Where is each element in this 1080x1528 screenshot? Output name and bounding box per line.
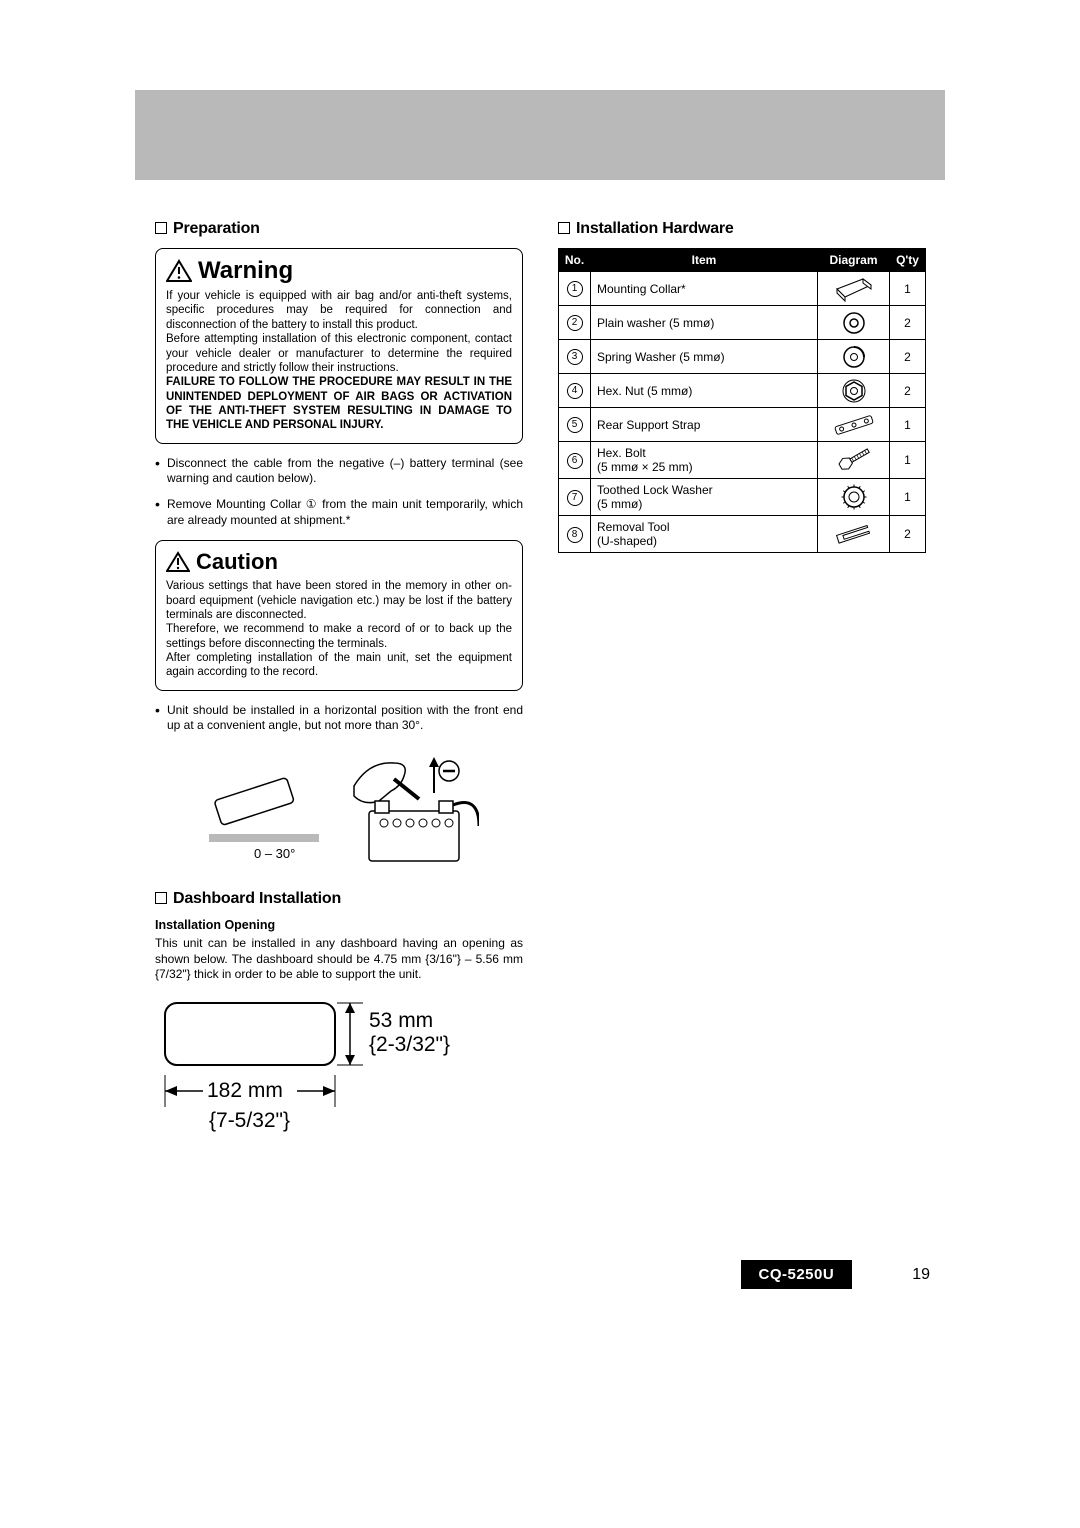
dim-h-mm: 53 mm xyxy=(369,1009,433,1032)
caution-triangle-icon xyxy=(166,551,190,573)
row-num: 7 xyxy=(559,479,591,516)
th-item: Item xyxy=(591,249,818,272)
row-item: Rear Support Strap xyxy=(591,408,818,442)
row-item: Hex. Nut (5 mmø) xyxy=(591,374,818,408)
row-diagram xyxy=(818,479,890,516)
th-no: No. xyxy=(559,249,591,272)
right-column: Installation Hardware No. Item Diagram Q… xyxy=(558,220,926,1145)
row-qty: 1 xyxy=(890,272,926,306)
table-header-row: No. Item Diagram Q'ty xyxy=(559,249,926,272)
warning-box: Warning If your vehicle is equipped with… xyxy=(155,248,523,444)
row-qty: 2 xyxy=(890,306,926,340)
th-qty: Q'ty xyxy=(890,249,926,272)
warning-p1: If your vehicle is equipped with air bag… xyxy=(166,290,512,331)
table-row: 8Removal Tool(U-shaped) 2 xyxy=(559,516,926,553)
row-qty: 1 xyxy=(890,408,926,442)
row-num: 4 xyxy=(559,374,591,408)
row-diagram xyxy=(818,408,890,442)
row-qty: 1 xyxy=(890,479,926,516)
table-row: 2Plain washer (5 mmø)2 xyxy=(559,306,926,340)
warning-title: Warning xyxy=(166,257,512,285)
figure-battery-angle: 0 – 30° xyxy=(199,746,479,876)
row-num: 3 xyxy=(559,340,591,374)
dashboard-heading: Dashboard Installation xyxy=(155,890,523,908)
row-qty: 1 xyxy=(890,442,926,479)
opening-subhead: Installation Opening xyxy=(155,918,523,932)
bullet-remove-collar: Remove Mounting Collar ① from the main u… xyxy=(155,497,523,528)
caution-p2: Therefore, we recommend to make a record… xyxy=(166,623,512,649)
page-number: 19 xyxy=(912,1266,930,1284)
bullet-disconnect: Disconnect the cable from the negative (… xyxy=(155,456,523,487)
row-qty: 2 xyxy=(890,340,926,374)
preparation-heading: Preparation xyxy=(155,220,523,238)
row-num: 5 xyxy=(559,408,591,442)
row-num: 8 xyxy=(559,516,591,553)
hardware-heading: Installation Hardware xyxy=(558,220,926,238)
caution-title: Caution xyxy=(166,549,512,575)
row-item: Plain washer (5 mmø) xyxy=(591,306,818,340)
row-qty: 2 xyxy=(890,374,926,408)
page-footer: CQ-5250U 19 xyxy=(150,1260,930,1289)
table-row: 6Hex. Bolt(5 mmø × 25 mm) 1 xyxy=(559,442,926,479)
row-num: 6 xyxy=(559,442,591,479)
heading-bullet-icon xyxy=(155,892,167,904)
row-diagram xyxy=(818,306,890,340)
table-row: 7Toothed Lock Washer(5 mmø) 1 xyxy=(559,479,926,516)
row-diagram xyxy=(818,516,890,553)
row-num: 2 xyxy=(559,306,591,340)
preparation-label: Preparation xyxy=(173,220,260,237)
row-item: Mounting Collar* xyxy=(591,272,818,306)
row-diagram xyxy=(818,442,890,479)
hardware-table: No. Item Diagram Q'ty 1Mounting Collar*1… xyxy=(558,248,926,553)
table-row: 1Mounting Collar*1 xyxy=(559,272,926,306)
row-item: Hex. Bolt(5 mmø × 25 mm) xyxy=(591,442,818,479)
caution-p3: After completing installation of the mai… xyxy=(166,652,512,678)
heading-bullet-icon xyxy=(558,222,570,234)
angle-label: 0 – 30° xyxy=(254,846,295,861)
top-band xyxy=(135,90,945,180)
table-row: 4Hex. Nut (5 mmø) 2 xyxy=(559,374,926,408)
row-item: Toothed Lock Washer(5 mmø) xyxy=(591,479,818,516)
page-content: Preparation Warning If your vehicle is e… xyxy=(155,220,925,1145)
caution-body: Various settings that have been stored i… xyxy=(166,579,512,680)
hardware-label: Installation Hardware xyxy=(576,220,734,237)
caution-p1: Various settings that have been stored i… xyxy=(166,580,512,621)
opening-para: This unit can be installed in any dashbo… xyxy=(155,936,523,983)
dim-w-in: {7-5/32"} xyxy=(209,1109,290,1132)
row-diagram xyxy=(818,340,890,374)
table-row: 5Rear Support Strap 1 xyxy=(559,408,926,442)
row-diagram xyxy=(818,374,890,408)
th-diagram: Diagram xyxy=(818,249,890,272)
dim-h-in: {2-3/32"} xyxy=(369,1033,450,1056)
row-item: Removal Tool(U-shaped) xyxy=(591,516,818,553)
heading-bullet-icon xyxy=(155,222,167,234)
caution-box: Caution Various settings that have been … xyxy=(155,540,523,691)
warning-label: Warning xyxy=(198,257,293,285)
warning-triangle-icon xyxy=(166,259,192,283)
dashboard-label: Dashboard Installation xyxy=(173,890,341,907)
row-item: Spring Washer (5 mmø) xyxy=(591,340,818,374)
bullet-angle: Unit should be installed in a horizontal… xyxy=(155,703,523,734)
row-num: 1 xyxy=(559,272,591,306)
warning-p3: FAILURE TO FOLLOW THE PROCEDURE MAY RESU… xyxy=(166,376,512,431)
caution-label: Caution xyxy=(196,549,278,575)
row-qty: 2 xyxy=(890,516,926,553)
figure-opening-dimensions: 53 mm {2-3/32"} 182 mm {7-5/32"} xyxy=(155,995,485,1145)
model-badge: CQ-5250U xyxy=(741,1260,853,1289)
row-diagram xyxy=(818,272,890,306)
warning-p2: Before attempting installation of this e… xyxy=(166,333,512,374)
warning-body: If your vehicle is equipped with air bag… xyxy=(166,289,512,433)
angle-bullet-group: Unit should be installed in a horizontal… xyxy=(155,703,523,734)
table-row: 3Spring Washer (5 mmø) 2 xyxy=(559,340,926,374)
dim-w-mm: 182 mm xyxy=(207,1079,283,1102)
prep-bullets: Disconnect the cable from the negative (… xyxy=(155,456,523,528)
left-column: Preparation Warning If your vehicle is e… xyxy=(155,220,523,1145)
